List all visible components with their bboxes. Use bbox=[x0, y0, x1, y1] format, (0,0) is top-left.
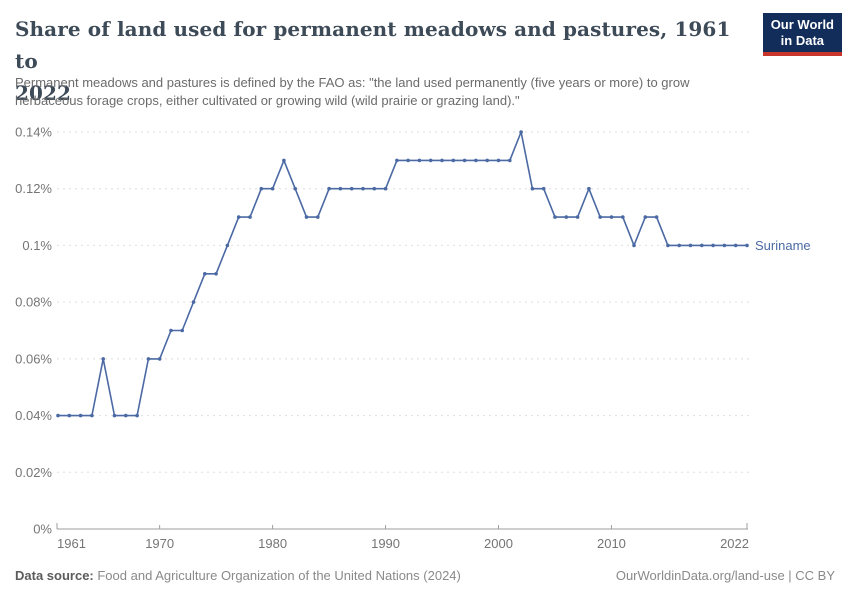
data-point bbox=[135, 413, 139, 418]
data-point bbox=[508, 158, 512, 163]
data-point bbox=[259, 186, 264, 191]
data-point bbox=[180, 328, 184, 333]
series-line-suriname bbox=[57, 131, 748, 417]
y-axis-tick-label: 0.1% bbox=[22, 238, 52, 253]
chart-title-line1: Share of land used for permanent meadows… bbox=[15, 17, 731, 73]
data-point bbox=[248, 215, 252, 219]
series-label: Suriname bbox=[755, 238, 811, 253]
data-point bbox=[621, 215, 625, 219]
data-point bbox=[587, 186, 591, 191]
owid-logo-line2: in Data bbox=[780, 33, 825, 48]
data-point bbox=[293, 186, 298, 191]
data-point bbox=[146, 357, 151, 361]
data-point bbox=[124, 413, 128, 418]
data-point bbox=[67, 413, 72, 418]
data-point bbox=[711, 243, 715, 248]
y-axis-tick-label: 0.14% bbox=[15, 125, 52, 140]
data-point bbox=[451, 158, 456, 163]
data-source-text: Food and Agriculture Organization of the… bbox=[93, 568, 461, 583]
data-point bbox=[78, 413, 83, 418]
data-point bbox=[462, 158, 467, 163]
data-point bbox=[203, 272, 207, 276]
data-point bbox=[101, 357, 105, 361]
data-point bbox=[553, 215, 557, 219]
data-point bbox=[349, 186, 354, 191]
y-axis-tick-label: 0% bbox=[33, 522, 52, 537]
data-point bbox=[677, 243, 681, 248]
data-point bbox=[56, 413, 60, 418]
data-point bbox=[304, 215, 309, 219]
data-point bbox=[575, 215, 580, 219]
data-point bbox=[383, 186, 388, 191]
data-point bbox=[666, 243, 670, 248]
data-point bbox=[733, 243, 738, 248]
data-source-note: Data source: Food and Agriculture Organi… bbox=[15, 568, 461, 583]
data-point bbox=[112, 413, 117, 418]
data-point bbox=[440, 158, 444, 163]
chart-title: Share of land used for permanent meadows… bbox=[15, 13, 755, 109]
data-point bbox=[191, 300, 196, 304]
chart-subtitle-line2: herbaceous forage crops, either cultivat… bbox=[15, 93, 520, 108]
data-point bbox=[564, 215, 569, 219]
x-axis-tick-label: 1970 bbox=[145, 536, 174, 551]
data-point bbox=[643, 215, 648, 219]
data-point bbox=[361, 186, 365, 191]
data-point bbox=[225, 243, 230, 248]
data-point bbox=[157, 357, 162, 361]
data-point bbox=[282, 158, 286, 163]
y-axis-tick-label: 0.06% bbox=[15, 351, 52, 366]
data-point bbox=[485, 158, 490, 163]
data-point bbox=[372, 186, 377, 191]
data-point bbox=[688, 243, 693, 248]
x-axis-tick-label: 1980 bbox=[258, 536, 287, 551]
data-point bbox=[395, 158, 399, 163]
data-point bbox=[327, 186, 331, 191]
footer-link[interactable]: OurWorldinData.org/land-use | CC BY bbox=[615, 568, 835, 583]
chart-svg: 0% 0.02% 0.04% 0.06% 0.08% 0.1% 0.12% 0.14% 1961… bbox=[15, 125, 811, 552]
data-point bbox=[406, 158, 410, 163]
x-axis-tick-label: 2000 bbox=[484, 536, 513, 551]
chart-title-line2: 2022 bbox=[15, 81, 72, 105]
data-point bbox=[316, 215, 320, 219]
x-axis-tick-label: 2022 bbox=[720, 536, 749, 551]
owid-logo-line1: Our World bbox=[770, 17, 834, 32]
owid-logo[interactable]: Our World in Data bbox=[762, 13, 842, 56]
data-point bbox=[722, 243, 727, 248]
data-point bbox=[598, 215, 602, 219]
y-axis-tick-label: 0.12% bbox=[15, 181, 52, 196]
data-point bbox=[338, 186, 343, 191]
data-point bbox=[654, 215, 659, 219]
data-point bbox=[236, 215, 241, 219]
data-point bbox=[609, 215, 614, 219]
x-axis-tick-label: 1961 bbox=[57, 536, 86, 551]
x-axis-tick-label: 2010 bbox=[597, 536, 626, 551]
data-source-label: Data source: bbox=[15, 568, 94, 583]
data-point bbox=[474, 158, 478, 163]
data-point bbox=[90, 413, 94, 418]
chart-subtitle-line1: Permanent meadows and pastures is define… bbox=[15, 75, 690, 90]
data-point bbox=[745, 243, 749, 248]
data-point bbox=[270, 186, 275, 191]
y-axis-tick-label: 0.08% bbox=[15, 295, 52, 310]
data-point bbox=[496, 158, 501, 163]
data-point bbox=[541, 186, 546, 191]
data-point bbox=[632, 243, 636, 248]
data-point bbox=[214, 272, 218, 276]
data-point bbox=[417, 158, 422, 163]
data-point bbox=[700, 243, 704, 248]
x-axis-tick-label: 1990 bbox=[371, 536, 400, 551]
y-axis-tick-label: 0.02% bbox=[15, 465, 52, 480]
data-point bbox=[519, 130, 523, 134]
chart-footer: Data source: Food and Agriculture Organi… bbox=[15, 568, 835, 583]
data-point bbox=[530, 186, 535, 191]
y-axis-tick-label: 0.04% bbox=[15, 408, 52, 423]
chart-subtitle: Permanent meadows and pastures is define… bbox=[15, 74, 815, 110]
data-point bbox=[428, 158, 433, 163]
data-point bbox=[169, 328, 173, 333]
